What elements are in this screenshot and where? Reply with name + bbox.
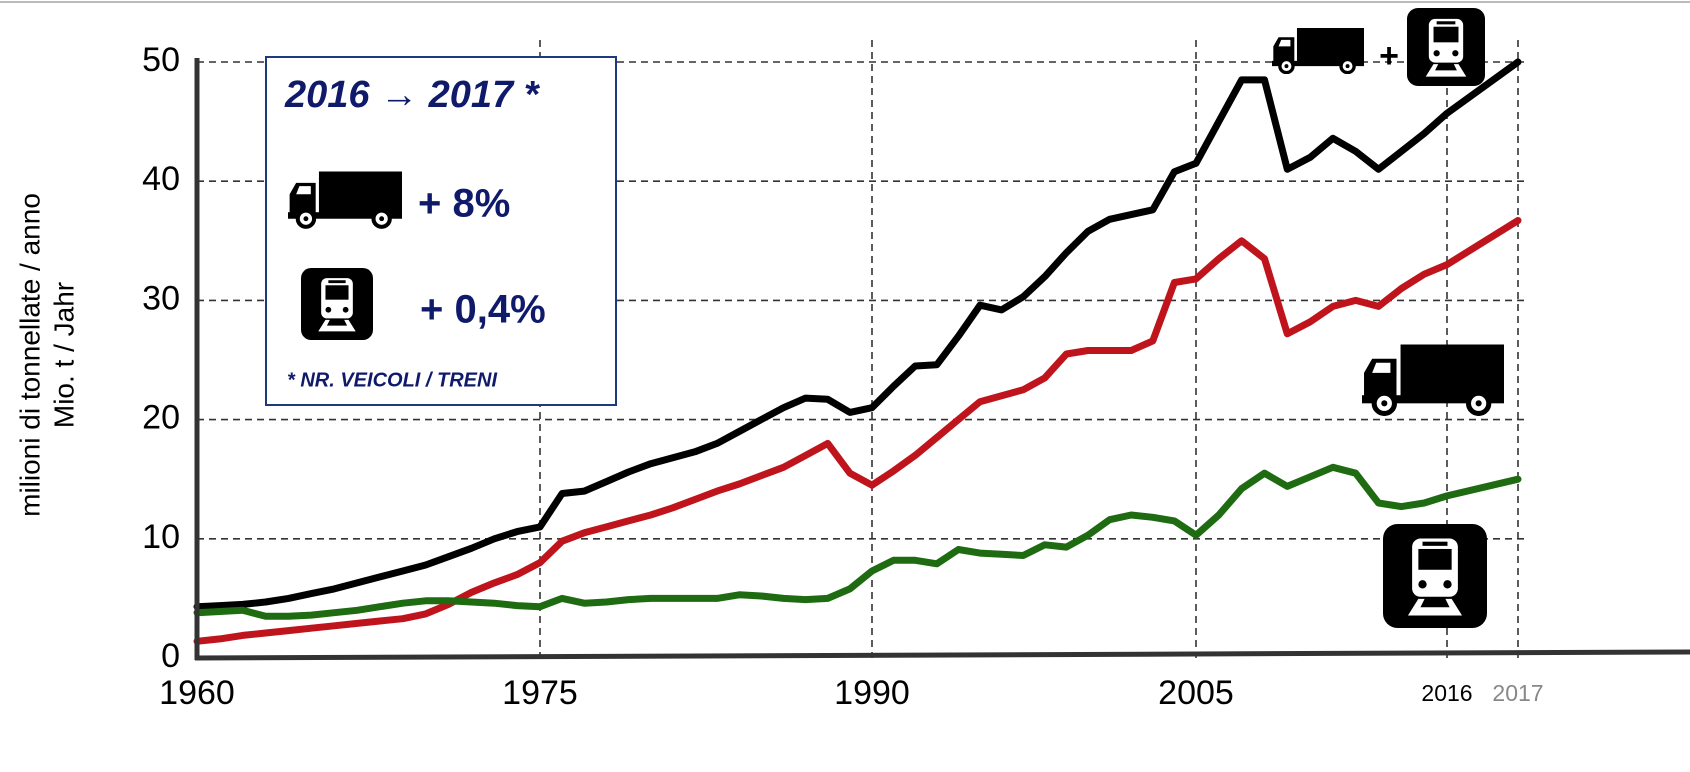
ticks: 0 10 20 30 40 50 1960 1975 1990 2005 2016 2017 [142, 41, 1543, 712]
x-tick-label: 1960 [159, 674, 235, 712]
y-tick-label: 0 [161, 637, 180, 675]
y-tick-label: 30 [142, 279, 180, 317]
x-tick-label: 2005 [1158, 674, 1234, 712]
icon-plus: + [1379, 37, 1399, 75]
y-tick-label: 50 [142, 41, 180, 79]
y-tick-label: 20 [142, 399, 180, 437]
inset-rail: + 0,4% [420, 288, 546, 332]
y-tick-label: 40 [142, 160, 180, 198]
x-tick-label: 2017 [1492, 680, 1543, 706]
inset-note: * NR. VEICOLI / TRENI [287, 369, 497, 391]
y-axis-label: milioni di tonnellate / anno [14, 193, 45, 517]
y-axis-label: Mio. t / Jahr [48, 282, 79, 428]
truck-icon [1362, 345, 1504, 414]
train-icon [301, 268, 373, 340]
x-axis [194, 649, 1690, 661]
inset-frame [265, 56, 617, 406]
series-line [193, 217, 1522, 645]
series-line [193, 58, 1522, 611]
inset-title: 2016 → 2017 * [284, 74, 541, 116]
train-icon [1407, 8, 1485, 86]
x-tick-label: 1975 [502, 674, 578, 712]
series-line [193, 463, 1522, 620]
x-tick-label: 1990 [834, 674, 910, 712]
lines [193, 58, 1522, 645]
inset-road: + 8% [418, 182, 510, 226]
y-tick-label: 10 [142, 518, 180, 556]
train-icon [1383, 524, 1487, 628]
x-tick-label: 2016 [1421, 680, 1472, 706]
truck-icon [1270, 28, 1366, 74]
inset-box: 2016 → 2017 * + 8% + 0,4% * NR. VEICOLI … [265, 56, 617, 406]
